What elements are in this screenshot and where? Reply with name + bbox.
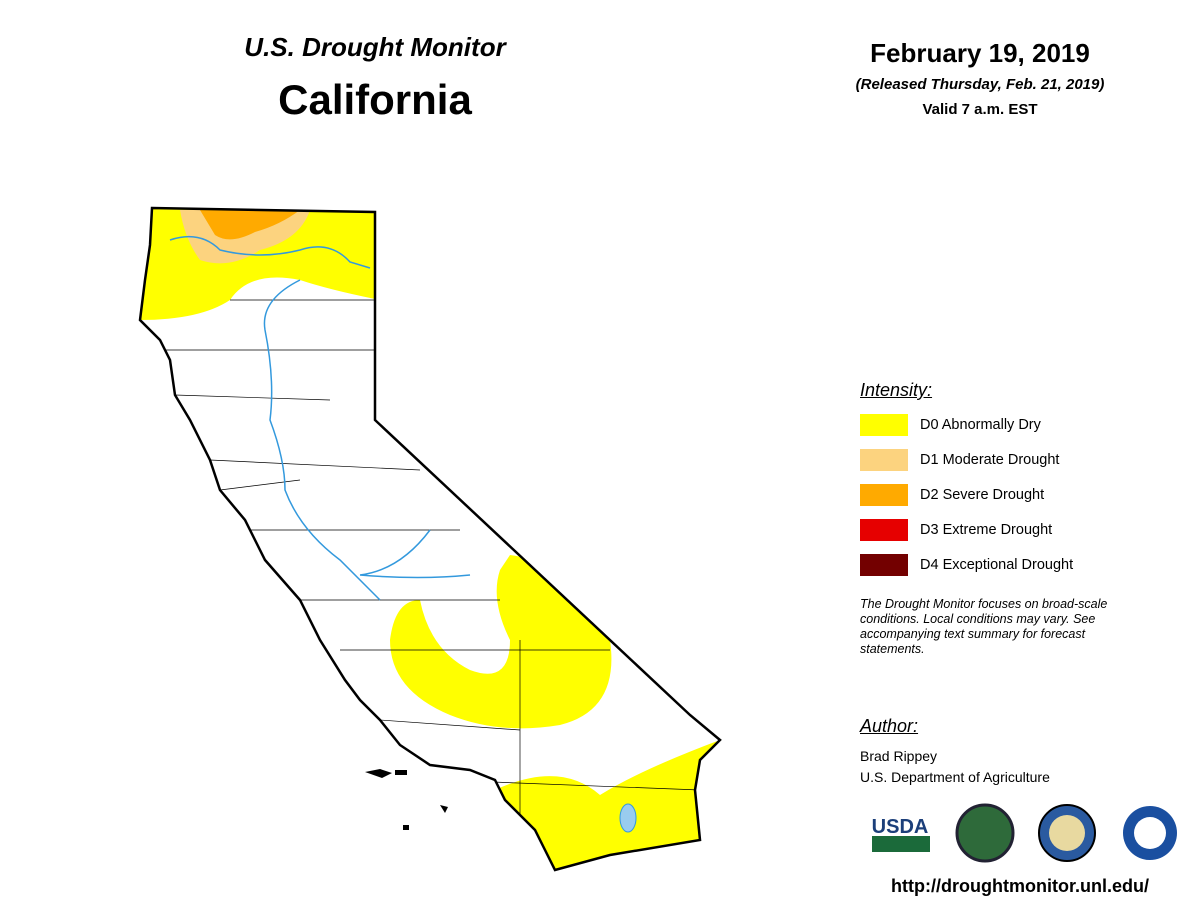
usda-logo: USDA [872, 816, 929, 838]
url: http://droughtmonitor.unl.edu/ [891, 876, 1149, 896]
county-lines [160, 299, 701, 860]
ndmc-logo [955, 803, 1015, 863]
legend-title: Intensity: [860, 380, 933, 400]
legend-label: D1 Moderate Drought [920, 452, 1060, 468]
legend-label: D4 Exceptional Drought [920, 557, 1074, 573]
legend-swatch [860, 484, 908, 506]
logos: USDA [872, 803, 1177, 863]
legend-swatch [860, 414, 908, 436]
legend-swatch [860, 519, 908, 541]
d2-north [200, 210, 300, 240]
release-date: (Released Thursday, Feb. 21, 2019) [855, 76, 1105, 93]
rivers [169, 235, 471, 601]
legend-swatch [860, 554, 908, 576]
author-name: Brad Rippey [860, 748, 938, 764]
legend-label: D3 Extreme Drought [920, 522, 1053, 538]
noaa-logo-inner [1134, 817, 1166, 849]
author-org: U.S. Department of Agriculture [860, 769, 1050, 785]
doc-logo-inner [1049, 815, 1085, 851]
title: U.S. Drought Monitor [244, 32, 506, 62]
author-title: Author: [860, 716, 919, 736]
legend-label: D0 Abnormally Dry [920, 417, 1041, 433]
legend-label: D2 Severe Drought [920, 487, 1045, 503]
date: February 19, 2019 [870, 38, 1090, 68]
d0-central [390, 555, 612, 729]
note: The Drought Monitor focuses on broad-sca… [860, 597, 1108, 656]
islands [365, 769, 448, 830]
legend-swatch [860, 449, 908, 471]
state-name: California [278, 76, 472, 123]
state-outline [138, 206, 722, 872]
salton-sea [619, 803, 637, 833]
drought-areas [140, 208, 720, 870]
usda-bar [872, 836, 930, 852]
valid-time: Valid 7 a.m. EST [922, 101, 1038, 118]
